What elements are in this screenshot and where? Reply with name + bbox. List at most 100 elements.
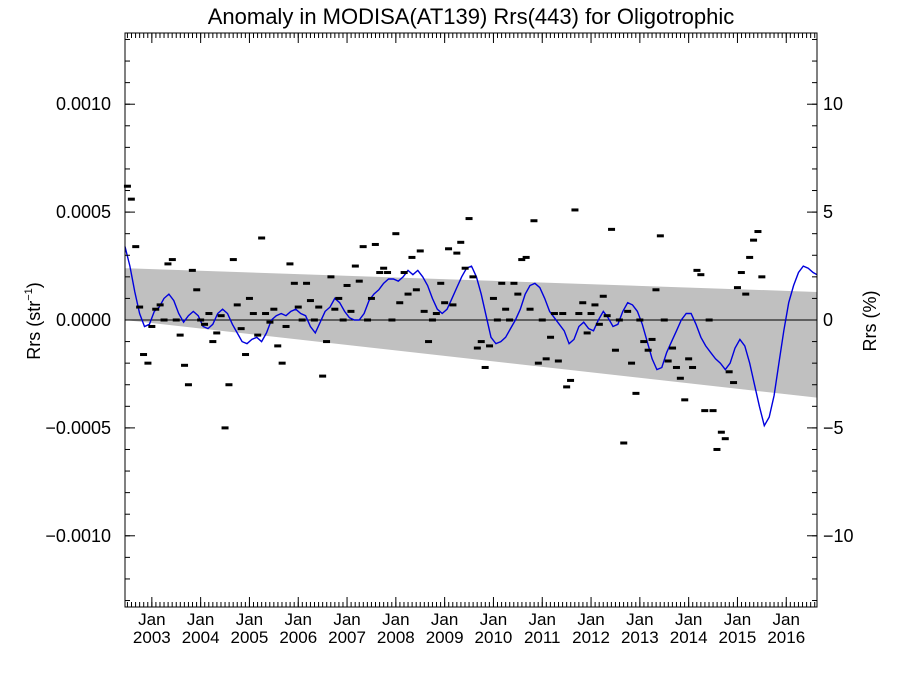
data-point (538, 318, 546, 322)
data-point (522, 255, 530, 259)
data-point (242, 353, 250, 357)
data-point (644, 348, 652, 352)
data-point (489, 296, 497, 300)
data-point (188, 268, 196, 272)
data-point (445, 247, 453, 251)
data-point (254, 333, 262, 337)
data-point (371, 242, 379, 246)
data-point (721, 437, 729, 441)
data-point (550, 312, 558, 316)
data-point (465, 217, 473, 221)
data-point (599, 294, 607, 298)
data-point (364, 318, 372, 322)
data-point (591, 303, 599, 307)
data-point (384, 271, 392, 275)
y-axis-left-label-superscript: −1 (23, 288, 35, 301)
data-point (392, 232, 400, 236)
data-point (595, 322, 603, 326)
data-point (274, 344, 282, 348)
data-point (742, 292, 750, 296)
data-point (217, 314, 225, 318)
data-point (432, 312, 440, 316)
data-point (534, 361, 542, 365)
data-point (660, 318, 668, 322)
x-tick-label-month: Jan (773, 610, 800, 629)
data-point (486, 344, 494, 348)
data-point (396, 301, 404, 305)
data-point (367, 296, 375, 300)
x-tick-label-month: Jan (138, 610, 165, 629)
data-point (701, 409, 709, 413)
y-tick-label: 0.0010 (56, 94, 111, 114)
data-point (420, 309, 428, 313)
data-point (331, 307, 339, 311)
data-point (404, 292, 412, 296)
data-point (123, 184, 131, 188)
x-tick-label-year: 2015 (719, 628, 757, 647)
data-point (648, 337, 656, 341)
x-tick-label-month: Jan (431, 610, 458, 629)
x-tick-label-year: 2014 (670, 628, 708, 647)
data-point (193, 288, 201, 292)
trend-band (125, 268, 817, 398)
data-point (278, 361, 286, 365)
y-axis-left-label-base: Rrs (str (24, 301, 44, 360)
data-point (176, 333, 184, 337)
y2-tick-label: 0 (823, 310, 833, 330)
data-point (201, 322, 209, 326)
data-point (148, 324, 156, 328)
y-tick-label: −0.0005 (45, 418, 111, 438)
data-point (144, 361, 152, 365)
data-point (437, 281, 445, 285)
data-point (233, 303, 241, 307)
data-point (750, 238, 758, 242)
x-tick-label-year: 2003 (133, 628, 171, 647)
data-point (628, 361, 636, 365)
series-line-0 (124, 246, 818, 428)
data-point (209, 340, 217, 344)
data-point (656, 234, 664, 238)
data-point (579, 301, 587, 305)
data-point (164, 262, 172, 266)
data-point (554, 359, 562, 363)
data-point (620, 441, 628, 445)
data-point (676, 376, 684, 380)
data-point (416, 249, 424, 253)
data-point (237, 327, 245, 331)
x-tick-label-month: Jan (187, 610, 214, 629)
data-point (603, 314, 611, 318)
data-point (681, 398, 689, 402)
data-point (559, 312, 567, 316)
data-point (286, 262, 294, 266)
data-point (245, 296, 253, 300)
data-point (510, 281, 518, 285)
data-point (376, 271, 384, 275)
x-tick-label-year: 2007 (328, 628, 366, 647)
data-point (351, 264, 359, 268)
data-point (229, 258, 237, 262)
x-tick-label-year: 2011 (524, 628, 561, 647)
data-point (408, 255, 416, 259)
data-point (493, 318, 501, 322)
data-point (754, 230, 762, 234)
y-tick-label: −0.0010 (45, 526, 111, 546)
y2-tick-label: 5 (823, 202, 833, 222)
data-point (502, 307, 510, 311)
data-point (172, 318, 180, 322)
data-point (615, 318, 623, 322)
data-point (469, 275, 477, 279)
data-point (547, 335, 555, 339)
data-point (213, 331, 221, 335)
data-point (477, 340, 485, 344)
data-point (249, 312, 257, 316)
data-point (425, 340, 433, 344)
data-point (225, 383, 233, 387)
data-point (152, 307, 160, 311)
x-tick-label-month: Jan (480, 610, 507, 629)
data-point (380, 266, 388, 270)
data-point (632, 391, 640, 395)
data-point (664, 359, 672, 363)
x-tick-label-month: Jan (529, 610, 556, 629)
data-point (461, 266, 469, 270)
data-point (758, 275, 766, 279)
